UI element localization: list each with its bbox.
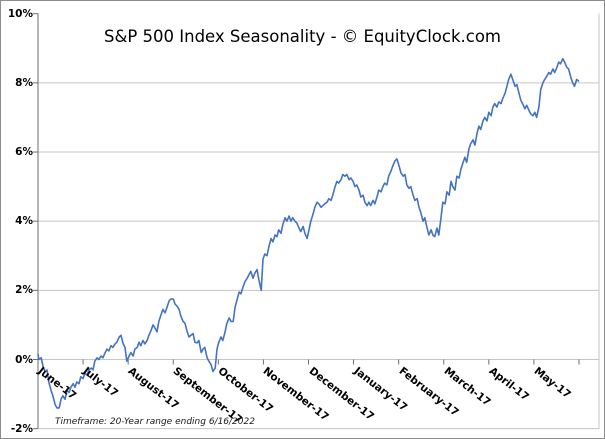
y-tick-label-6pct: 6% xyxy=(15,146,33,159)
y-tick-label-0pct: 0% xyxy=(15,353,33,366)
y-tick-label-10pct: 10% xyxy=(7,7,33,20)
seasonality-line xyxy=(37,57,580,409)
chart-title: S&P 500 Index Seasonality - © EquityCloc… xyxy=(103,27,501,46)
y-tick-label--2pct: -2% xyxy=(10,422,33,435)
timeframe-footnote: Timeframe: 20-Year range ending 6/16/202… xyxy=(55,417,255,427)
y-tick-label-2pct: 2% xyxy=(15,284,33,297)
y-tick-label-4pct: 4% xyxy=(15,215,33,228)
y-tick-label-8pct: 8% xyxy=(15,76,33,89)
